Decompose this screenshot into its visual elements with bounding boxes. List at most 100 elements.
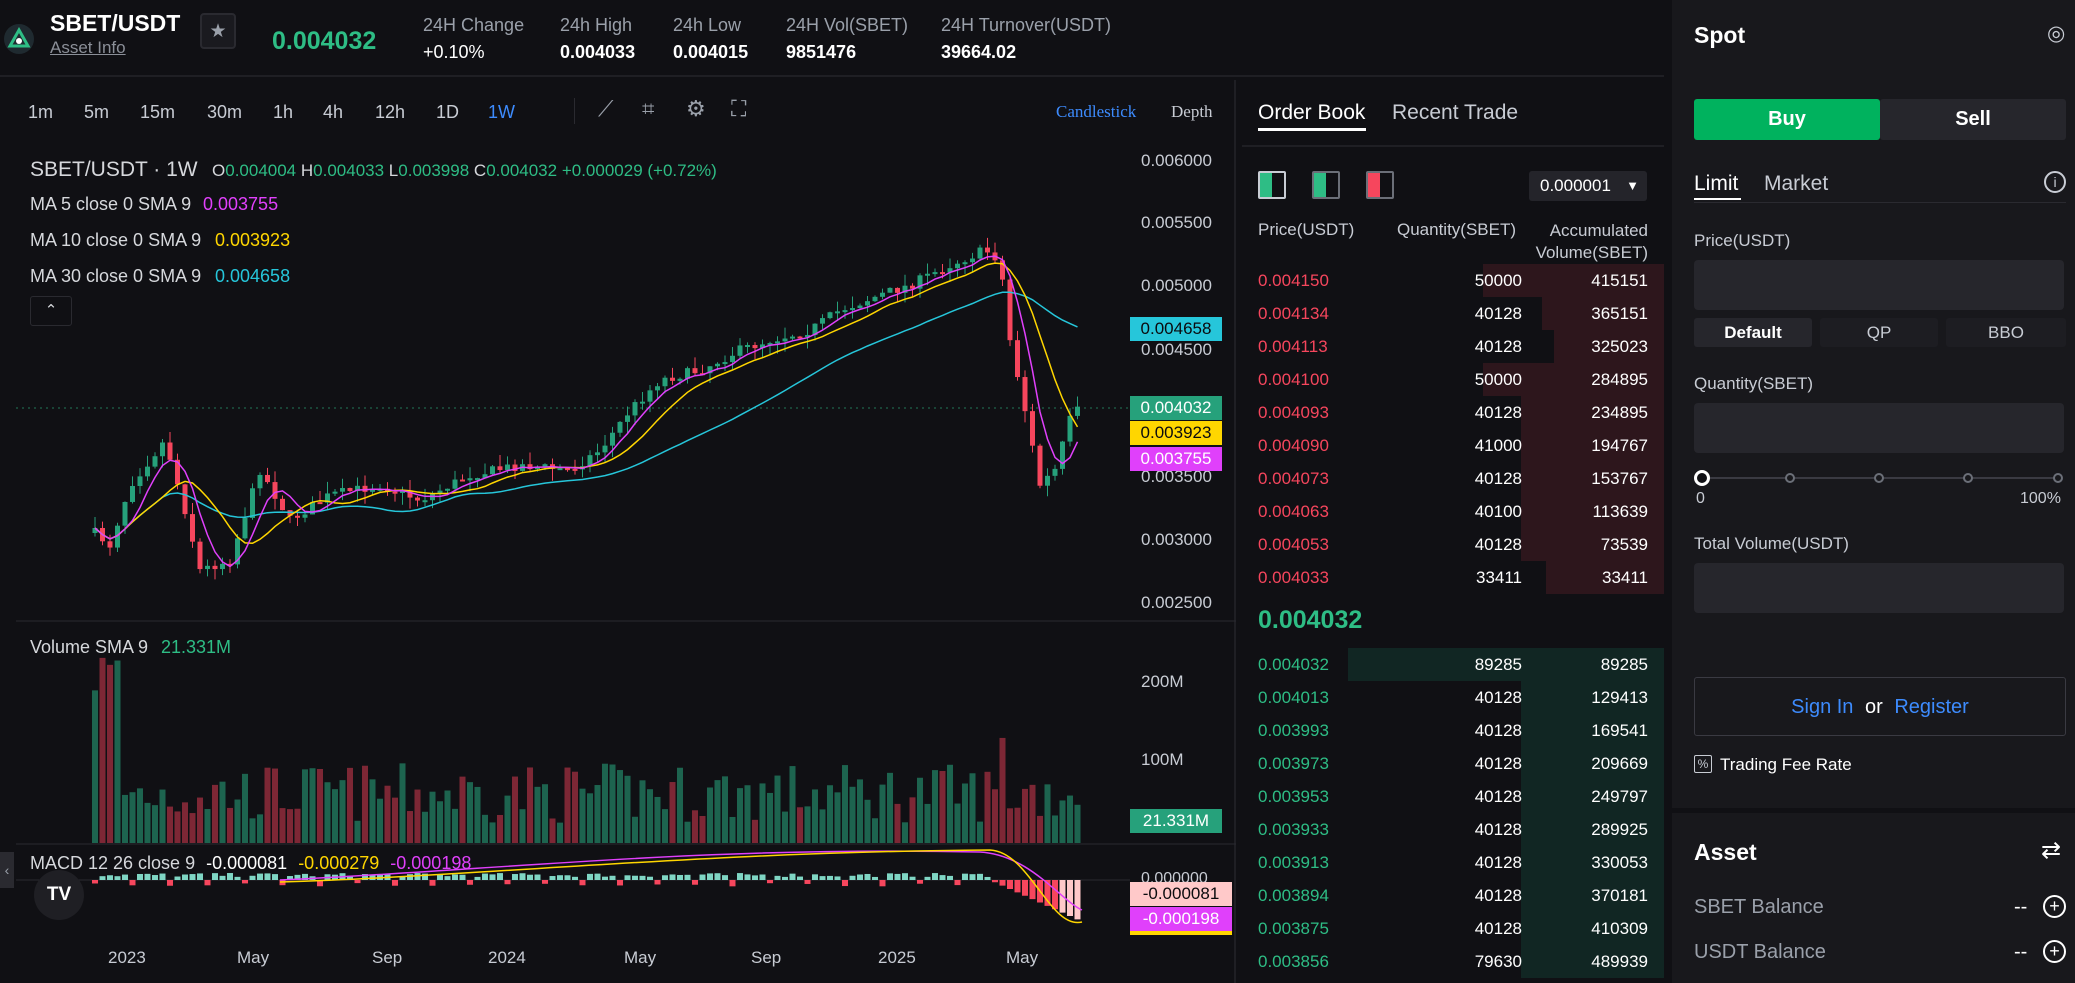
bid-accumulated-volume: 89285 xyxy=(1600,655,1648,674)
candle-body xyxy=(587,455,593,467)
price-input[interactable] xyxy=(1694,260,2064,310)
collapse-legend-chevron-icon[interactable]: ⌃ xyxy=(30,296,72,326)
slider-min: 0 xyxy=(1696,490,1705,507)
ask-price: 0.004073 xyxy=(1258,469,1329,488)
candle-body xyxy=(850,308,855,311)
volume-bar xyxy=(137,788,143,843)
sign-in-link[interactable]: Sign In xyxy=(1791,696,1854,718)
ask-row[interactable]: 0.004150 50000 415151 xyxy=(1242,264,1664,297)
deposit-sbet-plus-icon[interactable]: + xyxy=(2043,895,2066,918)
price-mode-bbo[interactable]: BBO xyxy=(1946,318,2066,347)
ask-row[interactable]: 0.004113 40128 325023 xyxy=(1242,330,1664,363)
price-mode-qp[interactable]: QP xyxy=(1820,318,1938,347)
info-icon[interactable]: i xyxy=(2044,171,2066,193)
price-mode-default[interactable]: Default xyxy=(1694,318,1812,347)
ask-row[interactable]: 0.004100 50000 284895 xyxy=(1242,363,1664,396)
ask-price: 0.004093 xyxy=(1258,403,1329,422)
ohlc-low: 0.003998 xyxy=(398,161,470,180)
depth-bar xyxy=(1520,912,1664,945)
volume-bar xyxy=(152,805,158,843)
bid-row[interactable]: 0.003875 40128 410309 xyxy=(1242,912,1664,945)
bid-price: 0.003993 xyxy=(1258,721,1329,740)
settings-icon[interactable]: ◎ xyxy=(2047,22,2066,45)
bid-row[interactable]: 0.003993 40128 169541 xyxy=(1242,714,1664,747)
macd-hist-bar xyxy=(422,873,428,880)
ob-header-price: Price(USDT) xyxy=(1258,220,1355,239)
bid-row[interactable]: 0.003953 40128 249797 xyxy=(1242,780,1664,813)
candle-body xyxy=(535,466,540,470)
crop-icon[interactable]: ⌗ xyxy=(642,96,655,121)
expand-left-chevron-icon[interactable]: ‹ xyxy=(0,852,14,888)
time-axis-label: Sep xyxy=(372,948,403,967)
ask-row[interactable]: 0.004090 41000 194767 xyxy=(1242,429,1664,462)
depth-bar xyxy=(1482,264,1664,297)
ma5-price-tag: 0.003755 xyxy=(1130,447,1222,471)
deposit-usdt-plus-icon[interactable]: + xyxy=(2043,940,2066,963)
view-both-icon[interactable] xyxy=(1258,171,1286,199)
ob-mid-price: 0.004032 xyxy=(1258,606,1363,634)
tab-order-book[interactable]: Order Book xyxy=(1258,101,1366,124)
volume-bar xyxy=(362,765,368,843)
timeframe-4h[interactable]: 4h xyxy=(323,102,344,122)
bid-row[interactable]: 0.004032 89285 89285 xyxy=(1242,648,1664,681)
precision-select[interactable]: 0.000001 ▼ xyxy=(1529,171,1647,201)
trading-fee-rate-link[interactable]: Trading Fee Rate xyxy=(1720,755,1852,774)
view-depth[interactable]: Depth xyxy=(1171,102,1213,121)
slider-tick[interactable] xyxy=(1963,473,1973,483)
tab-market[interactable]: Market xyxy=(1764,172,1829,195)
volume-bar xyxy=(287,809,293,843)
transfer-icon[interactable]: ⇄ xyxy=(2041,837,2062,864)
bid-row[interactable]: 0.004013 40128 129413 xyxy=(1242,681,1664,714)
timeframe-1d[interactable]: 1D xyxy=(436,102,460,122)
ask-row[interactable]: 0.004093 40128 234895 xyxy=(1242,396,1664,429)
ask-row[interactable]: 0.004053 40128 73539 xyxy=(1242,528,1664,561)
screenshot-icon[interactable]: ⛶ xyxy=(731,96,747,121)
timeframe-12h[interactable]: 12h xyxy=(375,102,406,122)
volume-bar xyxy=(324,782,331,843)
slider-tick[interactable] xyxy=(1785,473,1795,483)
favorite-star-icon[interactable]: ★ xyxy=(200,13,236,49)
macd-line xyxy=(279,849,1083,924)
quantity-input[interactable] xyxy=(1694,403,2064,453)
view-asks-icon[interactable] xyxy=(1366,171,1394,199)
bid-row[interactable]: 0.003894 40128 370181 xyxy=(1242,879,1664,912)
depth-bar xyxy=(1520,945,1664,978)
ask-row[interactable]: 0.004063 40100 113639 xyxy=(1242,495,1664,528)
volume-bar xyxy=(339,780,346,843)
bid-row[interactable]: 0.003933 40128 289925 xyxy=(1242,813,1664,846)
sell-button[interactable]: Sell xyxy=(1880,99,2066,140)
total-volume-input[interactable] xyxy=(1694,563,2064,613)
timeframe-15m[interactable]: 15m xyxy=(140,102,176,122)
ask-row[interactable]: 0.004033 33411 33411 xyxy=(1242,561,1664,594)
timeframe-30m[interactable]: 30m xyxy=(207,102,243,122)
settings-gear-icon[interactable]: ⚙ xyxy=(686,96,706,121)
tradingview-logo[interactable]: TV xyxy=(34,870,84,920)
timeframe-1m[interactable]: 1m xyxy=(28,102,54,122)
asset-info-link[interactable]: Asset Info xyxy=(50,38,126,57)
timeframe-5m[interactable]: 5m xyxy=(84,102,110,122)
bid-row[interactable]: 0.003856 79630 489939 xyxy=(1242,945,1664,978)
ask-row[interactable]: 0.004134 40128 365151 xyxy=(1242,297,1664,330)
slider-handle[interactable] xyxy=(1694,470,1710,486)
buy-button[interactable]: Buy xyxy=(1694,99,1880,140)
tab-recent-trade[interactable]: Recent Trade xyxy=(1392,101,1519,124)
view-bids-icon[interactable] xyxy=(1312,171,1340,199)
timeframe-1w[interactable]: 1W xyxy=(488,102,515,122)
candle-body xyxy=(482,474,488,479)
depth-bar xyxy=(1520,846,1664,879)
slider-tick[interactable] xyxy=(1874,473,1884,483)
pair-title[interactable]: SBET/USDT xyxy=(50,10,181,36)
candle-body xyxy=(625,415,630,422)
slider-tick[interactable] xyxy=(2053,473,2063,483)
macd-hist-bar xyxy=(452,874,458,880)
volume-bar xyxy=(377,798,383,843)
view-candlestick[interactable]: Candlestick xyxy=(1056,102,1137,121)
bid-row[interactable]: 0.003913 40128 330053 xyxy=(1242,846,1664,879)
price-chart[interactable] xyxy=(0,140,1236,983)
ask-row[interactable]: 0.004073 40128 153767 xyxy=(1242,462,1664,495)
tab-limit[interactable]: Limit xyxy=(1694,172,1739,195)
bid-row[interactable]: 0.003973 40128 209669 xyxy=(1242,747,1664,780)
timeframe-1h[interactable]: 1h xyxy=(273,102,294,122)
indicators-icon[interactable]: ⟋ xyxy=(598,96,614,121)
register-link[interactable]: Register xyxy=(1894,696,1969,718)
